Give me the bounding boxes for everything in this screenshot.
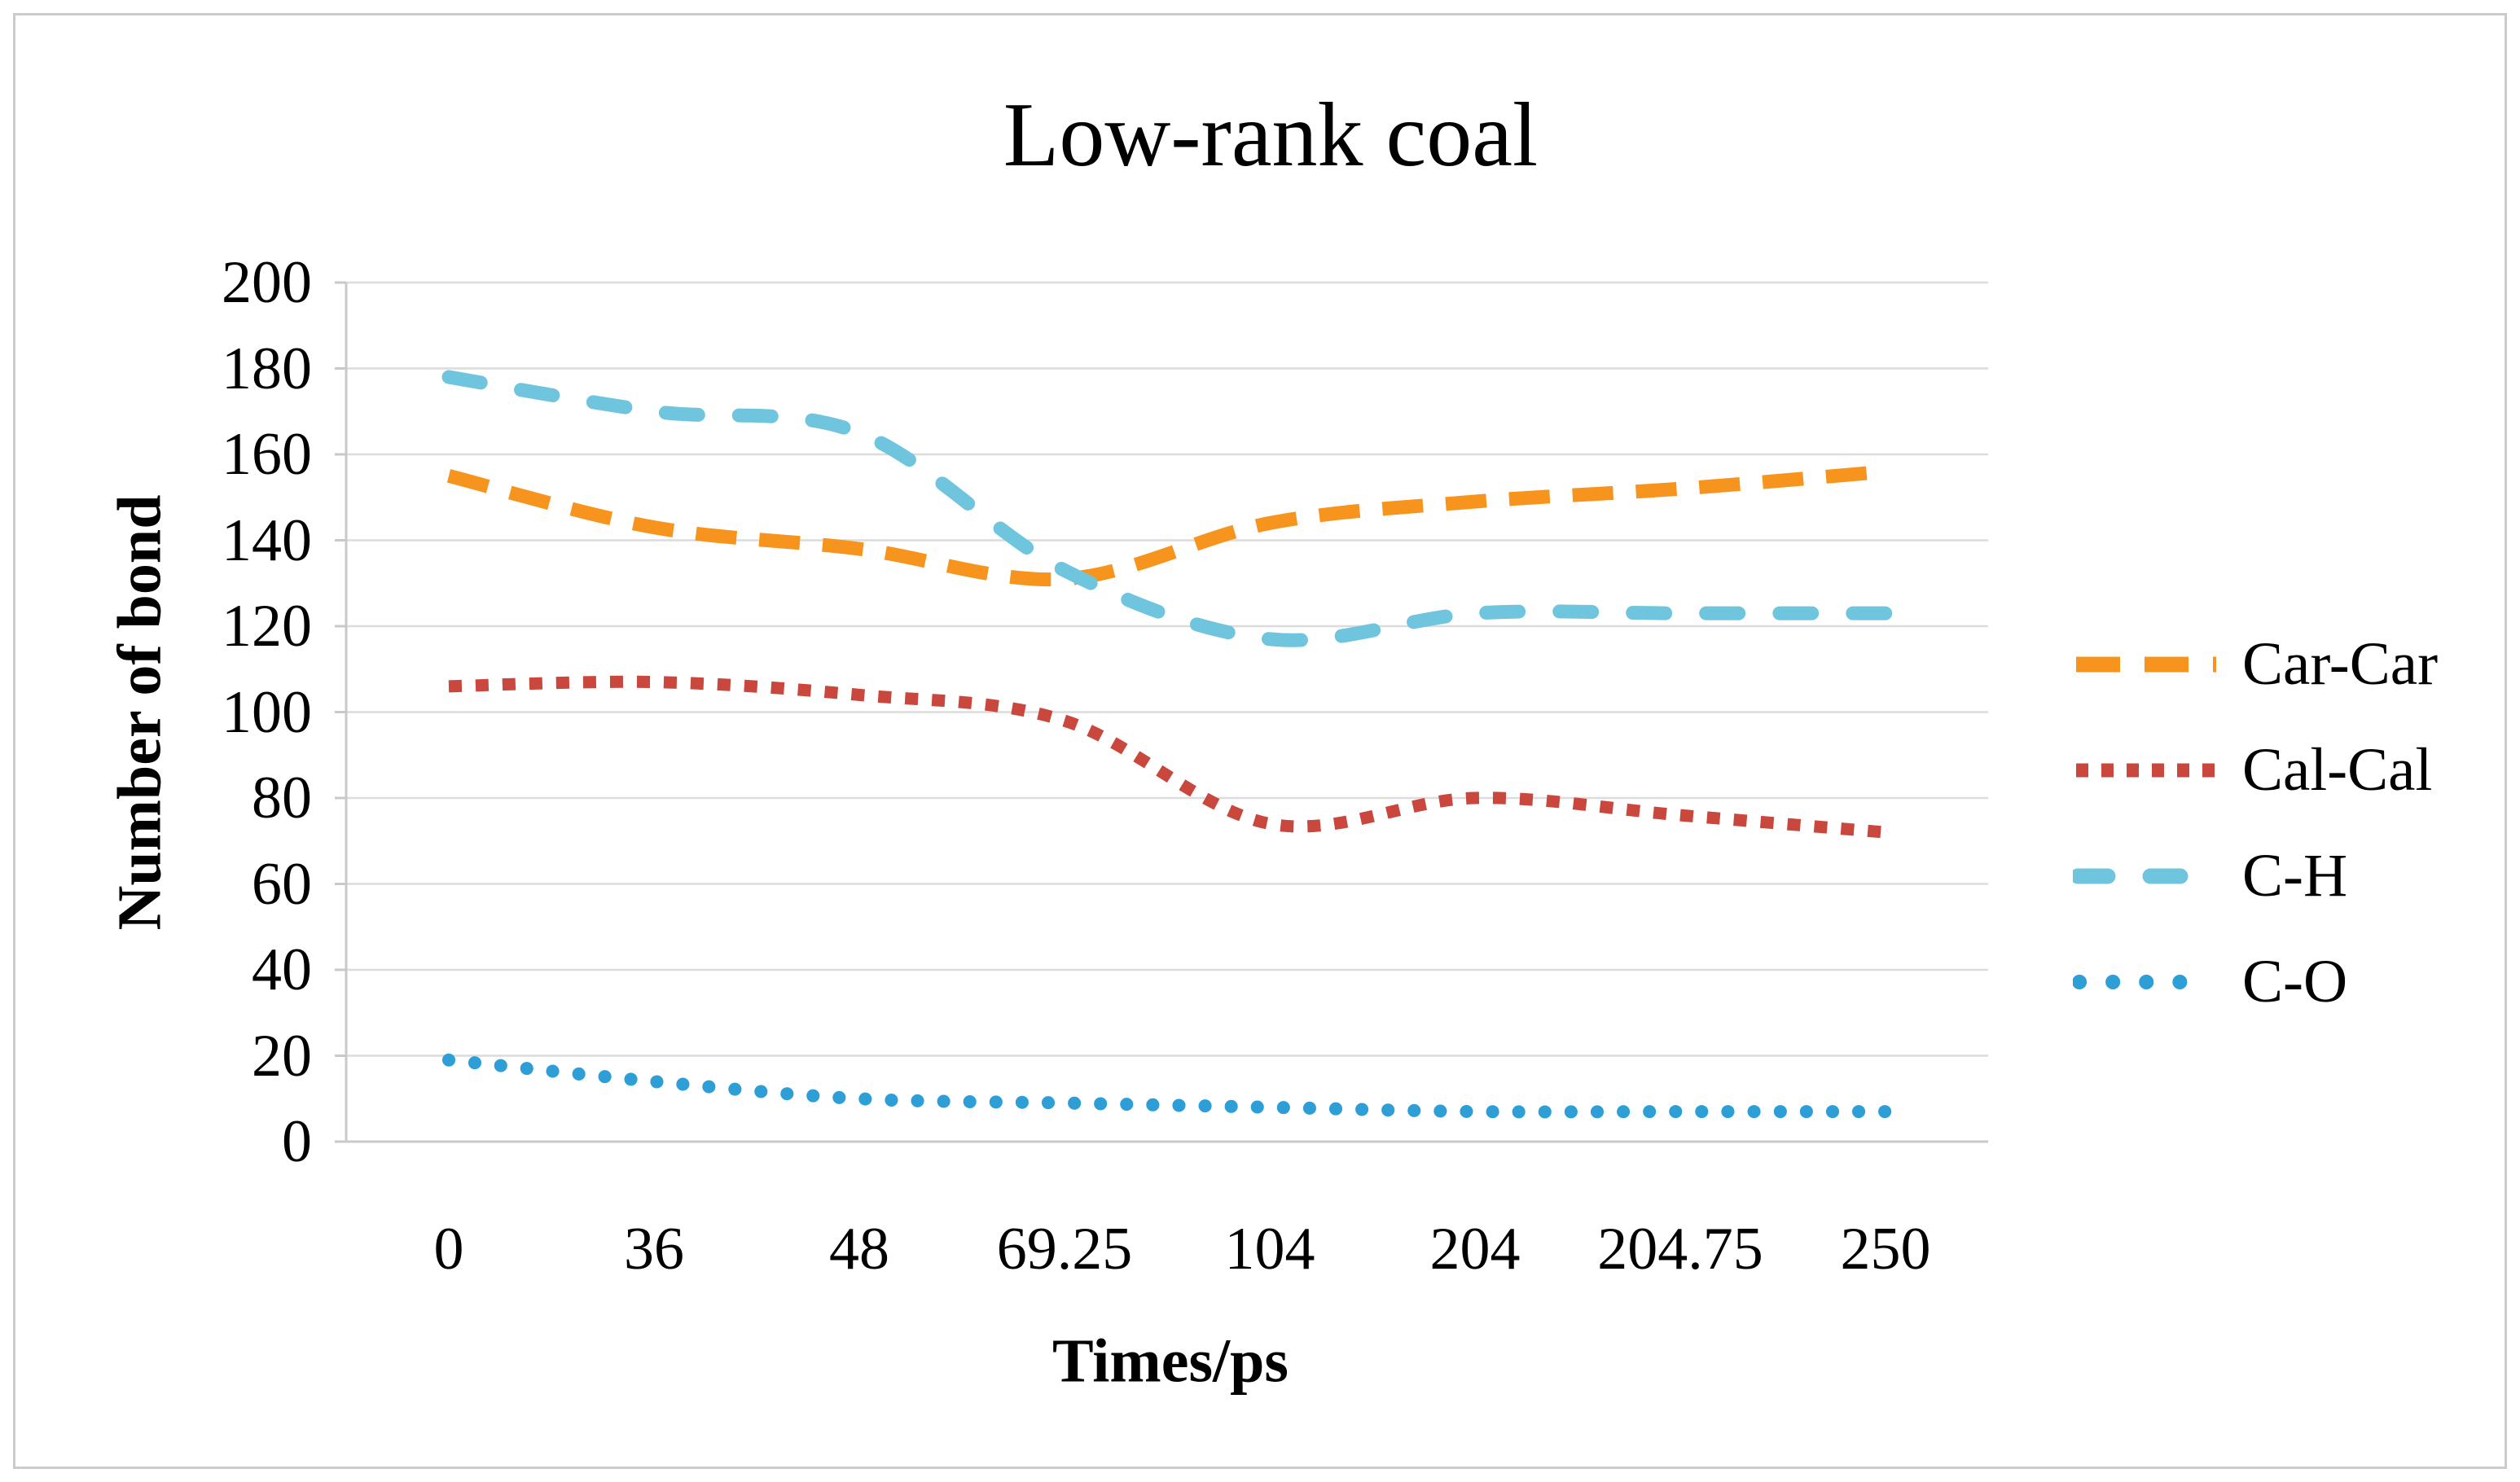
y-tick-label: 140 bbox=[222, 506, 312, 574]
series-line-car-car bbox=[446, 464, 1886, 587]
chart-title: Low-rank coal bbox=[1003, 85, 1539, 186]
series-line-cal-cal bbox=[448, 675, 1886, 839]
legend-label: Cal-Cal bbox=[2242, 736, 2433, 804]
y-tick-label: 100 bbox=[222, 678, 312, 746]
chart-frame bbox=[13, 13, 2507, 1469]
legend-item-car-car: Car-Car bbox=[2073, 624, 2438, 705]
y-tick-label: 80 bbox=[252, 765, 312, 831]
y-tick-label: 0 bbox=[282, 1108, 312, 1175]
legend-swatch-dashed-line-icon bbox=[2076, 656, 2216, 673]
x-axis-title: Times/ps bbox=[1051, 1326, 1289, 1396]
y-tick-label: 200 bbox=[222, 249, 312, 316]
y-tick-label: 120 bbox=[222, 593, 312, 660]
x-tick-label: 48 bbox=[829, 1216, 889, 1282]
x-tick-label: 204.75 bbox=[1597, 1216, 1763, 1282]
x-tick-label: 104 bbox=[1224, 1216, 1315, 1282]
x-tick-label: 250 bbox=[1840, 1216, 1931, 1282]
series-line-c-h bbox=[441, 370, 1893, 647]
x-tick-label: 36 bbox=[624, 1216, 684, 1282]
legend-label: Car-Car bbox=[2242, 630, 2439, 698]
legend-item-cal-cal: Cal-Cal bbox=[2073, 730, 2432, 811]
series-line-c-o bbox=[442, 1053, 1892, 1119]
legend-item-c-o: C-O bbox=[2073, 941, 2347, 1023]
legend-swatch-round-dot-icon bbox=[2073, 975, 2219, 989]
y-tick-label: 20 bbox=[252, 1022, 312, 1090]
legend-label: C-H bbox=[2242, 842, 2348, 910]
y-tick-label: 40 bbox=[252, 936, 312, 1003]
legend-label: C-O bbox=[2242, 948, 2348, 1015]
legend-item-c-h: C-H bbox=[2073, 835, 2347, 917]
legend: Car-Car Cal-Cal C-H C-O bbox=[2073, 0, 2513, 1482]
x-tick-label: 0 bbox=[433, 1216, 464, 1282]
y-tick-label: 60 bbox=[252, 850, 312, 918]
y-tick-label: 160 bbox=[222, 421, 312, 488]
x-tick-label: 204 bbox=[1429, 1216, 1521, 1282]
legend-swatch-dotted-line-icon bbox=[2076, 763, 2216, 778]
y-axis-title: Number of bond bbox=[105, 494, 174, 931]
legend-swatch-round-dash-icon bbox=[2073, 868, 2219, 884]
x-tick-label: 69.25 bbox=[996, 1216, 1133, 1282]
y-tick-label: 180 bbox=[222, 335, 312, 402]
